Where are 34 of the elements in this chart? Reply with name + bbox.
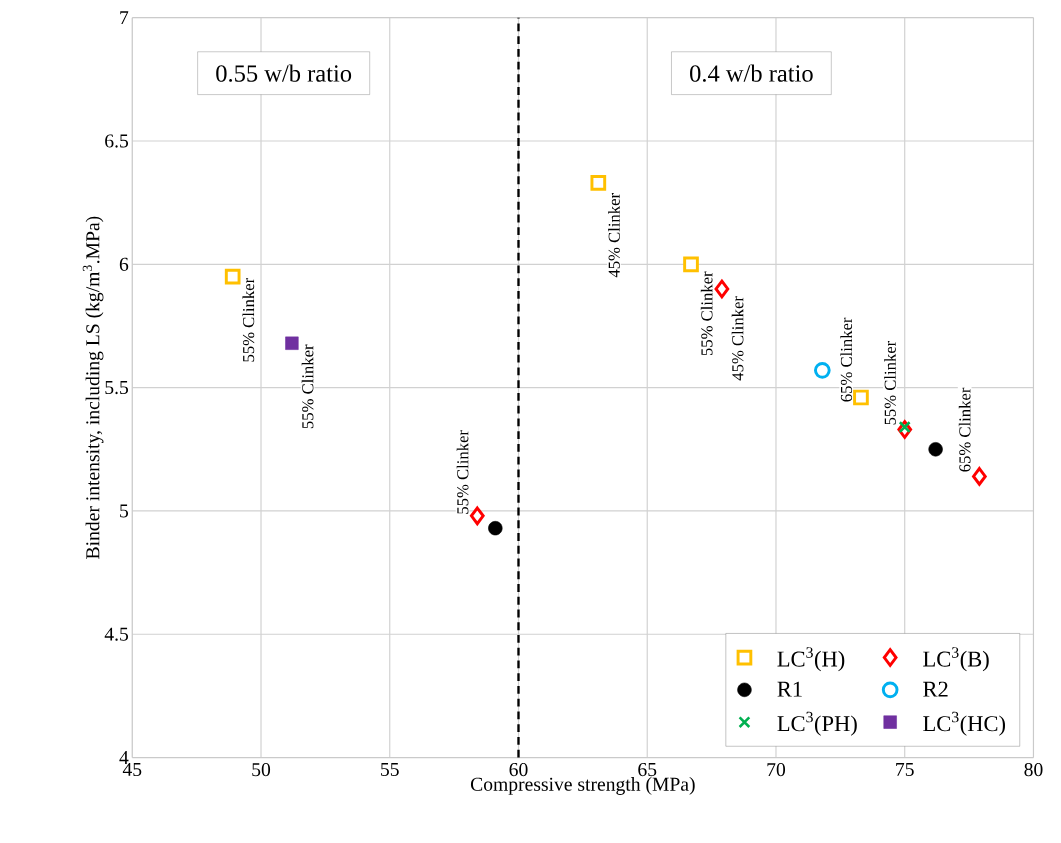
x-axis-title: Compressive strength (MPa) [470,776,695,795]
annotation: 55% Clinker [301,344,314,429]
legend-label: LC$^{3}$(HC) [923,711,1006,736]
legend-label: LC$^{3}$(PH) [777,711,857,736]
legend-label: LC$^{3}$(B) [923,647,989,672]
annotation: 55% Clinker [242,277,255,362]
y-tick-label: 5.5 [105,381,129,395]
annotation: 55% Clinker [700,271,713,356]
x-tick-label: 60 [509,762,528,777]
y-tick-label: 5 [120,504,129,518]
y-tick-label: 6.5 [105,134,129,148]
y-tick-label: 4 [119,751,129,764]
y-axis-title: Binder intensity, including LS (kg/m$^{3}$.MPa) [82,216,104,559]
annotation: 65% Clinker [840,317,853,402]
x-tick-label: 50 [252,762,271,777]
y-tick-label: 4.5 [104,627,129,641]
x-tick-label: 70 [767,762,786,777]
y-tick-label: 7 [120,11,129,25]
x-tick-label: 65 [638,762,657,777]
annotation: 55% Clinker [884,340,896,425]
x-tick-label: 55 [381,762,399,776]
x-tick-label: 80 [1024,762,1043,777]
annotation: 0.55 w/b ratio [216,64,352,82]
x-tick-label: 75 [896,762,914,776]
legend-label: R1 [777,681,802,697]
annotation: 45% Clinker [608,193,620,278]
legend-label: R2 [923,681,948,697]
legend-label: LC$^{3}$(H) [777,647,845,672]
annotation: 55% Clinker [456,430,469,514]
annotation: 0.4 w/b ratio [690,64,813,82]
x-tick-label: 45 [122,762,142,776]
y-tick-label: 6 [119,257,129,271]
annotation: 65% Clinker [958,387,971,472]
annotation: 45% Clinker [731,296,744,381]
